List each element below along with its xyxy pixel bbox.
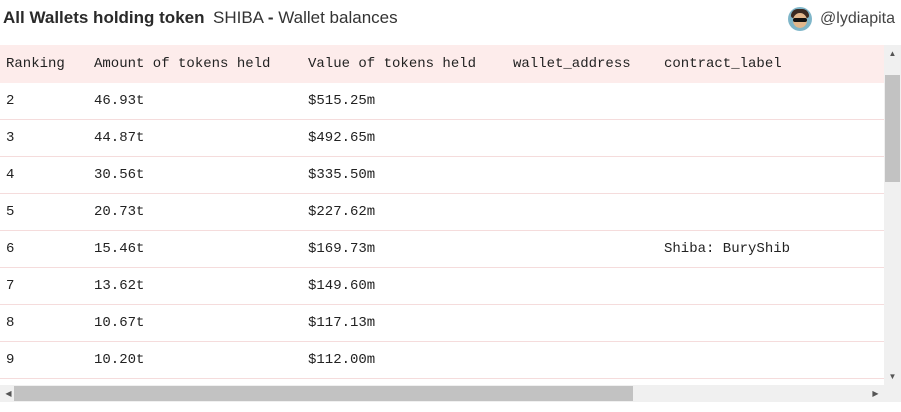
cell-ranking: 5 xyxy=(6,204,15,220)
horizontal-scroll-thumb[interactable] xyxy=(14,386,633,401)
arrow-right-icon[interactable]: ▶ xyxy=(872,389,879,398)
cell-ranking: 9 xyxy=(6,352,15,368)
cell-value: $492.65m xyxy=(308,130,376,146)
cell-ranking: 4 xyxy=(6,167,15,183)
cell-ranking: 7 xyxy=(6,278,15,294)
cell-value: $169.73m xyxy=(308,241,376,257)
table-row: 6 15.46t $169.73m Shiba: BuryShib xyxy=(0,231,884,268)
arrow-up-icon[interactable]: ▲ xyxy=(888,49,897,58)
table-row: 7 13.62t $149.60m xyxy=(0,268,884,305)
vertical-scroll-thumb[interactable] xyxy=(885,75,900,182)
cell-ranking: 3 xyxy=(6,130,15,146)
title-separator: - xyxy=(267,8,274,27)
table-header-row: Ranking Amount of tokens held Value of t… xyxy=(0,45,884,83)
vertical-scrollbar[interactable]: ▲ ▼ xyxy=(884,45,901,385)
column-header-wallet-address[interactable]: wallet_address xyxy=(513,56,631,72)
token-name: SHIBA xyxy=(213,8,264,27)
cell-amount: 13.62t xyxy=(94,278,145,294)
cell-amount: 30.56t xyxy=(94,167,145,183)
table-row: 4 30.56t $335.50m xyxy=(0,157,884,194)
cell-ranking: 8 xyxy=(6,315,15,331)
cell-amount: 44.87t xyxy=(94,130,145,146)
cell-value: $335.50m xyxy=(308,167,376,183)
cell-amount: 20.73t xyxy=(94,204,145,220)
cell-ranking: 2 xyxy=(6,93,15,109)
horizontal-scrollbar[interactable]: ◀ ▶ xyxy=(0,385,884,402)
cell-amount: 10.67t xyxy=(94,315,145,331)
table-row: 9 10.20t $112.00m xyxy=(0,342,884,379)
cell-value: $149.60m xyxy=(308,278,376,294)
column-header-amount[interactable]: Amount of tokens held xyxy=(94,56,271,72)
cell-contract-label: Shiba: BuryShib xyxy=(664,241,791,257)
cell-value: $227.62m xyxy=(308,204,376,220)
visualization-title: SHIBA - Wallet balances xyxy=(213,8,398,28)
cell-amount: 15.46t xyxy=(94,241,145,257)
cell-ranking: 6 xyxy=(6,241,15,257)
query-header: All Wallets holding token SHIBA - Wallet… xyxy=(0,0,901,40)
arrow-left-icon[interactable]: ◀ xyxy=(5,389,12,398)
results-table: Ranking Amount of tokens held Value of t… xyxy=(0,45,884,385)
arrow-down-icon[interactable]: ▼ xyxy=(888,372,897,381)
cell-value: $515.25m xyxy=(308,93,376,109)
table-row: 5 20.73t $227.62m xyxy=(0,194,884,231)
visualization-subtitle: Wallet balances xyxy=(278,8,398,27)
column-header-value[interactable]: Value of tokens held xyxy=(308,56,477,72)
query-title[interactable]: All Wallets holding token xyxy=(3,8,205,27)
table-row: 8 10.67t $117.13m xyxy=(0,305,884,342)
author-name[interactable]: @lydiapita xyxy=(820,10,895,27)
column-header-ranking[interactable]: Ranking xyxy=(6,56,65,72)
avatar-icon xyxy=(788,7,813,31)
cell-amount: 46.93t xyxy=(94,93,145,109)
column-header-contract-label[interactable]: contract_label xyxy=(664,56,782,72)
table-row: 3 44.87t $492.65m xyxy=(0,120,884,157)
table-row: 2 46.93t $515.25m xyxy=(0,83,884,120)
scrollbar-corner xyxy=(884,385,901,402)
cell-value: $112.00m xyxy=(308,352,376,368)
author-link[interactable]: @lydiapita xyxy=(788,6,895,32)
cell-amount: 10.20t xyxy=(94,352,145,368)
cell-value: $117.13m xyxy=(308,315,376,331)
